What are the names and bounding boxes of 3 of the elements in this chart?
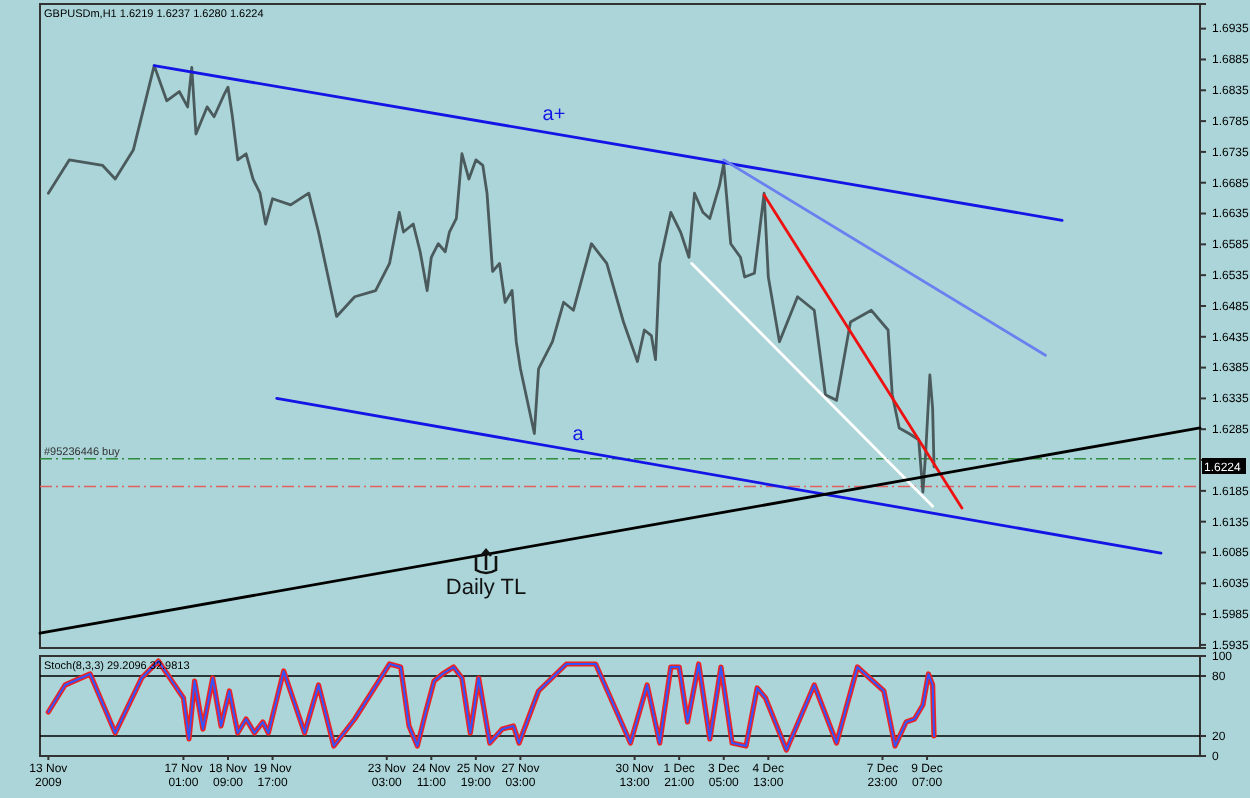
annotation: a	[572, 424, 585, 446]
annotation: a+	[542, 104, 566, 126]
annotation: Daily TL	[445, 576, 527, 600]
